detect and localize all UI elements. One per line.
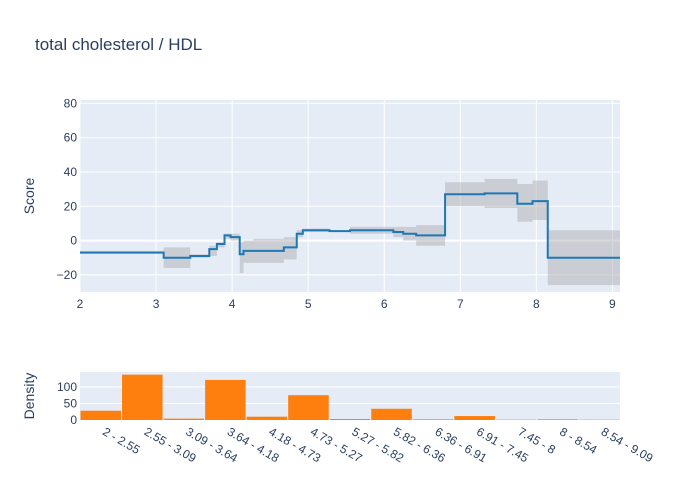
- score-step-line: [80, 192, 620, 259]
- score-x-tick-label: 4: [229, 297, 236, 311]
- density-bars: [80, 374, 620, 420]
- density-bar: [205, 379, 246, 420]
- score-x-tick-label: 6: [381, 297, 388, 311]
- density-bar: [288, 395, 329, 420]
- score-x-ticks: 2 3 4 5 6 7 8 9: [77, 297, 616, 311]
- score-y-tick-label: 20: [64, 199, 78, 213]
- density-y-tick-label: 100: [57, 380, 77, 394]
- score-y-ticks: −20 0 20 40 60 80: [57, 96, 78, 281]
- score-y-tick-label: −20: [57, 268, 78, 282]
- score-y-tick-label: 0: [70, 234, 77, 248]
- density-x-tick-label: 8 - 8.54: [557, 424, 600, 457]
- density-x-tick-label: 8.54 - 9.09: [599, 424, 656, 465]
- density-bar: [371, 408, 412, 420]
- score-x-tick-label: 7: [457, 297, 464, 311]
- score-y-tick-label: 80: [64, 96, 78, 110]
- density-y-tick-label: 0: [70, 413, 77, 427]
- score-y-tick-label: 60: [64, 131, 78, 145]
- density-axis-label: Density: [21, 373, 37, 420]
- score-x-tick-label: 9: [609, 297, 616, 311]
- density-bar: [537, 419, 578, 420]
- density-bar: [163, 418, 205, 420]
- density-bar: [329, 419, 371, 420]
- confidence-band-segment: [209, 245, 217, 256]
- confidence-band-segment: [239, 242, 244, 274]
- density-y-ticks: 0 50 100: [57, 380, 77, 427]
- density-bar: [80, 410, 122, 420]
- chart-title: total cholesterol / HDL: [35, 35, 202, 54]
- density-bar: [412, 419, 454, 420]
- score-x-tick-label: 5: [305, 297, 312, 311]
- score-plot-area: [80, 100, 620, 292]
- density-bar: [122, 374, 163, 420]
- density-y-tick-label: 50: [64, 396, 78, 410]
- score-axis-label: Score: [21, 178, 37, 215]
- score-x-tick-label: 8: [533, 297, 540, 311]
- score-x-tick-label: 2: [77, 297, 84, 311]
- density-x-tick-label: 2 - 2.55: [100, 424, 143, 457]
- score-y-tick-label: 40: [64, 165, 78, 179]
- density-bar: [454, 416, 495, 420]
- density-bar: [246, 416, 288, 420]
- density-x-ticks: 2 - 2.55 2.55 - 3.093.09 - 3.643.64 - 4.1…: [100, 424, 655, 465]
- score-line-group: [80, 192, 620, 259]
- score-x-tick-label: 3: [153, 297, 160, 311]
- density-plot-area: [80, 372, 620, 420]
- score-gridlines: [79, 100, 620, 292]
